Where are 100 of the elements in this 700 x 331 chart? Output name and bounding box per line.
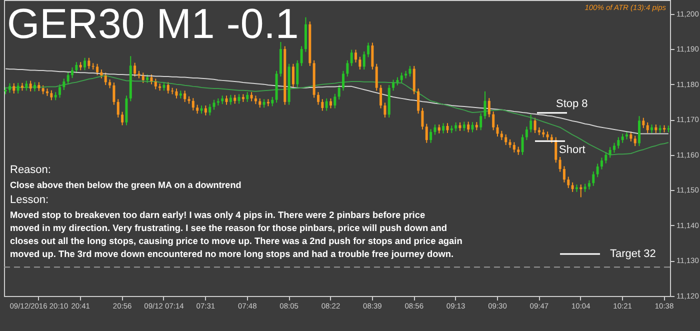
annotation: Lesson: [10,194,49,206]
candlestick [104,72,107,86]
candlestick [29,80,32,92]
candlestick [462,121,466,132]
candlestick [33,82,36,92]
candlestick [400,72,403,84]
candlestick [12,82,16,94]
candlestick [638,116,641,147]
candlestick [417,88,420,114]
candlestick [642,117,645,129]
candlestick [112,82,116,106]
candlestick [154,78,157,90]
candlestick [596,163,599,178]
candlestick [229,94,232,106]
candlestick [367,42,370,58]
candlestick [504,134,508,146]
ref-line-label: Stop 8 [556,98,588,110]
candlestick [617,136,620,150]
candlestick [421,107,424,130]
candlestick [525,126,528,141]
candlestick [300,46,303,66]
candlestick [192,98,194,111]
annotation: moved in my direction. Very frustrating. I see the reason for those pinbars, price will push down and [10,223,448,233]
candlestick [562,166,566,183]
candlestick [116,98,120,118]
candlestick [316,92,320,106]
candlestick [600,157,603,170]
candlestick [604,152,608,164]
candlestick [467,121,470,133]
candlestick [25,80,28,92]
candlestick [371,42,374,70]
candlestick [8,82,11,94]
candlestick [258,98,262,108]
candlestick [554,136,558,164]
candlestick [500,130,503,141]
candlestick [96,63,99,76]
candlestick [425,123,428,144]
candlestick [630,131,632,142]
candlestick [321,98,324,112]
annotation: Close above then below the green MA on a downtrend [10,180,242,190]
candlestick [346,60,349,78]
candlestick [571,182,574,192]
candlestick [142,72,144,84]
candlestick [62,78,66,90]
candlestick [558,156,562,172]
candlestick [175,88,178,99]
candlestick [621,133,624,144]
ref-line-label: Short [559,144,586,156]
candlestick [567,176,570,189]
chart-title: GER30 M1 -0.1 [7,0,299,47]
candlestick [75,62,78,74]
candlestick [271,96,274,107]
candlestick [492,110,495,131]
candlestick [342,70,345,92]
candlestick [58,84,62,98]
candlestick [350,49,353,66]
candlestick [329,98,332,109]
candlestick [392,79,395,92]
candlestick [488,98,490,118]
candlestick [521,134,524,156]
candlestick [434,124,436,136]
candlestick [204,104,207,116]
candlestick [634,135,636,147]
candlestick [471,122,474,133]
candlestick [71,66,74,78]
candlestick [354,49,358,63]
candlestick [166,82,170,94]
candlestick [250,92,253,102]
candlestick [430,128,432,144]
candlestick [88,57,90,70]
candlestick [496,124,499,138]
candlestick [84,57,86,71]
candlestick [150,74,153,85]
candlestick [208,104,212,116]
candlestick [238,94,240,104]
candlestick [225,95,228,106]
candlestick [362,51,366,70]
candlestick [530,114,532,133]
candlestick [480,112,482,131]
candlestick [134,62,136,78]
annotation: Moved stop to breakeven too darn early! I was only 4 pips in. There were 2 pinbars before price [10,210,426,220]
candlestick [358,56,362,70]
annotation: moved up. The 3rd move down encountered no more long stops and had a trouble free journey down. [10,249,454,259]
candlestick [512,142,516,153]
candlestick [296,60,299,88]
candlestick [608,146,612,158]
candlestick [534,117,536,134]
annotation: Reason: [10,164,51,176]
candlestick [246,92,249,102]
candlestick [484,90,486,120]
candlestick [408,65,412,78]
candlestick [442,122,445,134]
candlestick [612,142,616,154]
candlestick [380,84,382,109]
candlestick [646,122,649,134]
candlestick [121,111,124,126]
candlestick [375,63,378,92]
ref-line-label: Target 32 [610,248,656,260]
candlestick [50,90,53,101]
candlestick [184,90,186,102]
